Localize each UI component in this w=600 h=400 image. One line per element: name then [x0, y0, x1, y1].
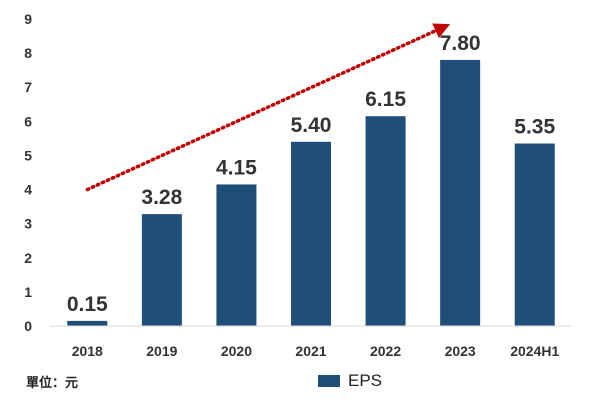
y-tick-label: 5 — [24, 147, 32, 163]
x-tick-label: 2021 — [295, 343, 326, 359]
data-label: 4.15 — [216, 156, 257, 179]
x-tick-label: 2019 — [146, 343, 177, 359]
y-tick-label: 1 — [24, 284, 32, 300]
legend: EPS — [318, 371, 382, 391]
trend-arrow — [85, 23, 451, 192]
data-label: 6.15 — [365, 88, 406, 111]
y-tick-label: 6 — [24, 113, 32, 129]
x-tick-label: 2024H1 — [510, 343, 559, 359]
y-tick-label: 3 — [24, 216, 32, 232]
legend-swatch — [318, 375, 340, 387]
bar — [440, 59, 481, 326]
bars — [67, 59, 555, 326]
x-tick-label: 2022 — [370, 343, 401, 359]
unit-note: 單位：元 — [26, 375, 79, 390]
bar — [141, 214, 182, 326]
y-axis-ticks: 0 1 2 3 4 5 6 7 8 9 — [24, 11, 32, 334]
bar — [216, 184, 257, 326]
data-label: 5.35 — [514, 116, 555, 139]
data-label: 0.15 — [67, 293, 108, 316]
y-tick-label: 9 — [24, 11, 32, 27]
x-tick-label: 2018 — [72, 343, 103, 359]
trend-arrowhead — [432, 23, 451, 39]
data-labels: 0.15 3.28 4.15 5.40 6.15 7.80 5.35 — [67, 32, 556, 316]
y-tick-label: 7 — [24, 79, 32, 95]
x-axis-ticks: 2018 2019 2020 2021 2022 2023 2024H1 — [72, 343, 560, 359]
data-label: 7.80 — [440, 32, 481, 55]
data-label: 3.28 — [141, 186, 182, 209]
bar — [67, 320, 108, 326]
x-tick-label: 2023 — [445, 343, 476, 359]
bar — [291, 141, 331, 326]
y-tick-label: 2 — [24, 250, 32, 266]
legend-label: EPS — [348, 371, 383, 390]
y-tick-label: 0 — [24, 318, 32, 334]
bar — [514, 143, 555, 326]
bar — [365, 116, 406, 326]
data-label: 5.40 — [291, 114, 332, 137]
x-tick-label: 2020 — [221, 343, 252, 359]
y-tick-label: 4 — [24, 182, 32, 198]
trend-line — [85, 29, 438, 192]
y-tick-label: 8 — [24, 45, 32, 61]
